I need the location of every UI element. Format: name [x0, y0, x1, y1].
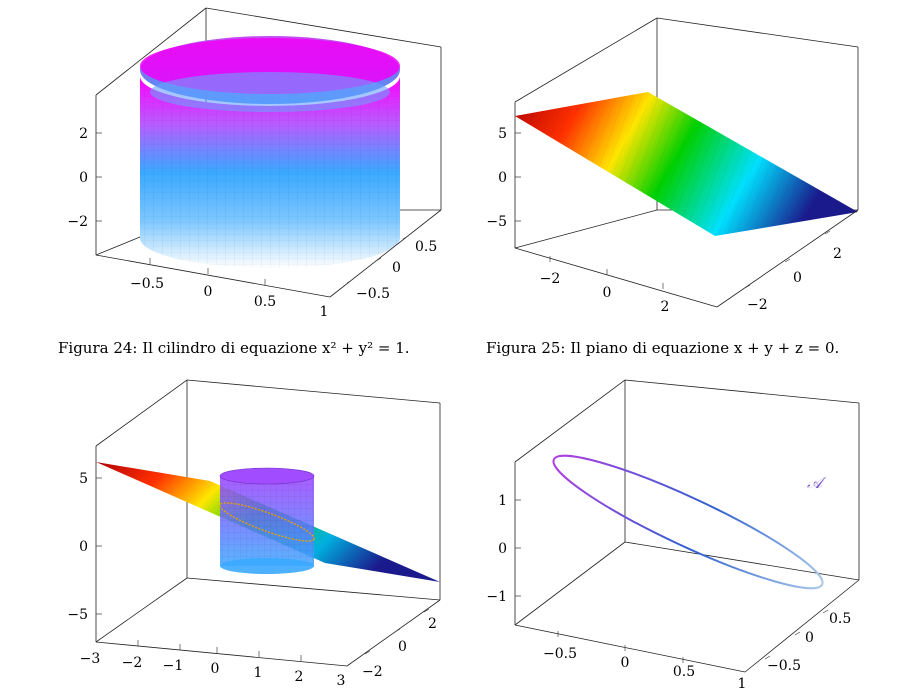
intersection-ellipse — [219, 502, 315, 542]
tick-marks — [96, 477, 430, 661]
x-tick-label: 2 — [295, 669, 304, 685]
cylinder-surface — [140, 36, 400, 268]
y-tick-label: −0.5 — [356, 286, 390, 302]
z-tick-label: −5 — [486, 214, 507, 230]
tick-marks — [515, 132, 831, 289]
z-tick-label: 1 — [498, 493, 507, 509]
x-tick-label: −0.5 — [130, 276, 164, 292]
x-tick-label: 0 — [621, 655, 630, 671]
y-tick-label: 0.5 — [829, 611, 851, 627]
y-tick-label: 2 — [833, 246, 842, 262]
z-tick-label: 0 — [79, 170, 88, 186]
plane-plot: 5 0 −5 −2 0 2 −2 0 2 — [486, 17, 859, 315]
y-tick-label: 0 — [805, 630, 814, 646]
x-tick-label: 0.5 — [254, 294, 276, 310]
y-tick-label: −2 — [747, 297, 768, 313]
curve-A — [552, 454, 824, 590]
x-tick-label: 1 — [320, 304, 329, 320]
z-tick-label: −5 — [67, 607, 88, 623]
figure-24-caption: Figura 24: Il cilindro di equazione x² +… — [58, 339, 410, 357]
z-tick-label: 2 — [79, 126, 88, 142]
figure-25-caption: Figura 25: Il piano di equazione x + y +… — [486, 339, 840, 357]
tick-marks — [96, 132, 409, 285]
x-tick-label: −2 — [122, 655, 143, 671]
y-tick-label: 0 — [398, 639, 407, 655]
x-tick-label: −1 — [163, 658, 184, 674]
x-tick-label: −3 — [80, 651, 101, 667]
cylinder-surface — [219, 467, 315, 574]
curve-label-A: 𝒜 — [807, 473, 827, 492]
x-tick-label: 0.5 — [673, 664, 695, 680]
x-tick-label: 0 — [204, 284, 213, 300]
x-tick-label: 1 — [254, 665, 263, 681]
z-tick-label: 5 — [498, 126, 507, 142]
z-tick-label: 0 — [498, 541, 507, 557]
z-tick-label: 5 — [79, 471, 88, 487]
y-tick-label: −0.5 — [767, 658, 801, 674]
x-tick-label: 3 — [337, 673, 346, 689]
y-tick-label: 0 — [392, 260, 401, 276]
y-tick-label: −2 — [362, 664, 383, 680]
x-tick-label: 0 — [603, 285, 612, 301]
x-tick-label: −2 — [540, 271, 561, 287]
plane-cylinder-plot: 5 0 −5 −3 −2 −1 0 1 2 3 −2 0 2 — [67, 379, 441, 689]
z-tick-label: 0 — [79, 539, 88, 555]
ellipse-curve-plot: 𝒜 1 0 −1 −0.5 0 0.5 1 −0.5 0 0.5 — [486, 379, 860, 692]
axis-box-front — [514, 102, 859, 308]
x-tick-label: 1 — [738, 676, 747, 692]
x-tick-label: −0.5 — [543, 646, 577, 662]
z-tick-label: 0 — [498, 170, 507, 186]
plane-surface — [515, 92, 858, 236]
axis-box-front — [514, 462, 860, 673]
y-tick-label: 0 — [793, 270, 802, 286]
z-tick-label: −2 — [67, 214, 88, 230]
y-tick-label: 2 — [428, 616, 437, 632]
z-tick-label: −1 — [486, 589, 507, 605]
tick-marks — [515, 499, 829, 663]
x-tick-label: 0 — [211, 661, 220, 677]
y-tick-label: 0.5 — [415, 239, 437, 255]
axis-box-back — [514, 379, 860, 626]
x-tick-label: 2 — [661, 299, 670, 315]
cylinder-plot: 2 0 −2 −0.5 0 0.5 1 −0.5 0 0.5 — [67, 7, 442, 320]
